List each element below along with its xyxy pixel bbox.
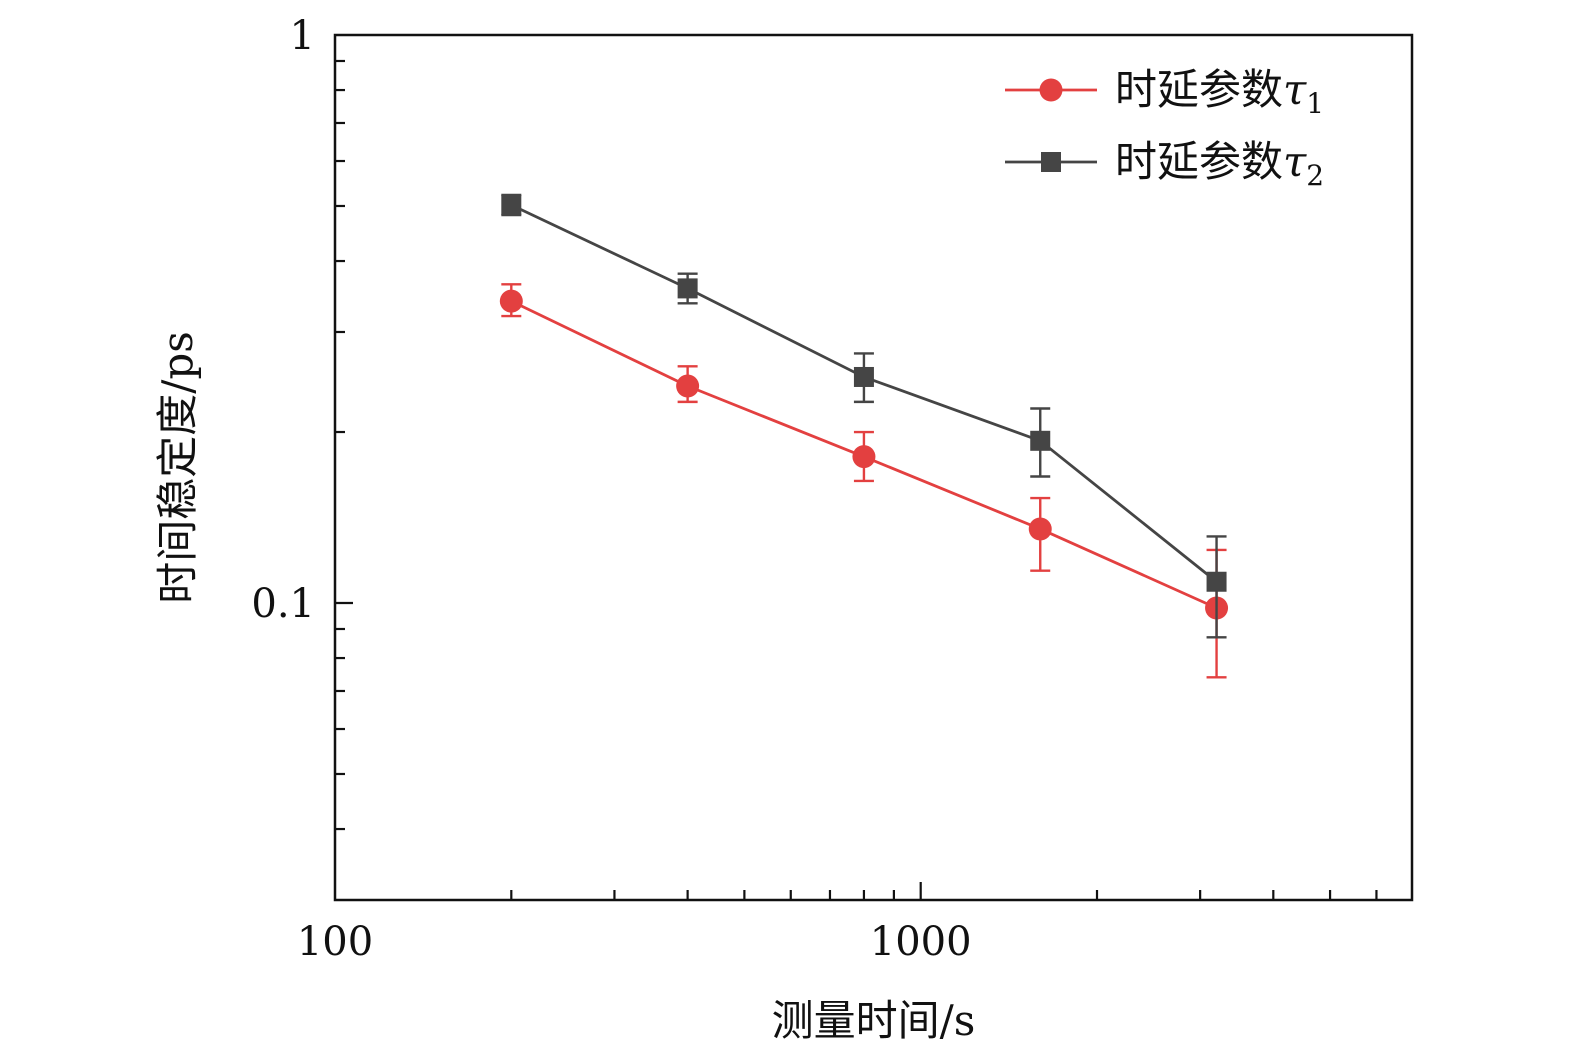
data-point [677,278,698,299]
y-axis-title: 时间稳定度/ps [153,331,202,604]
data-point [501,195,522,216]
data-point [853,366,874,387]
x-axis-title: 测量时间/s [772,996,976,1045]
legend-item-2: 时延参数τ2 [1005,137,1324,192]
legend-marker [1039,78,1063,102]
x-tick-label: 100 [297,919,373,965]
series-1 [499,283,1229,679]
legend-item-1: 时延参数τ1 [1005,65,1324,120]
legend-label: 时延参数τ2 [1115,137,1324,192]
data-point [676,374,700,398]
tick-layer [335,59,1378,900]
data-point [852,445,876,469]
data-point [1028,517,1052,541]
legend-label: 时延参数τ1 [1115,65,1324,120]
data-point [1206,571,1227,592]
plot-frame [333,33,1414,902]
data-point [1030,430,1051,451]
y-tick-label: 1 [290,13,315,59]
legend: 时延参数τ1 时延参数τ2 [1005,65,1324,192]
tick-labels: 100 1000 0.1 1 [251,13,971,965]
legend-marker [1041,152,1061,172]
y-tick-label: 0.1 [251,581,315,627]
series-2 [501,193,1227,639]
x-tick-label: 1000 [870,919,972,965]
data-point [499,289,523,313]
series-layer [499,193,1229,679]
